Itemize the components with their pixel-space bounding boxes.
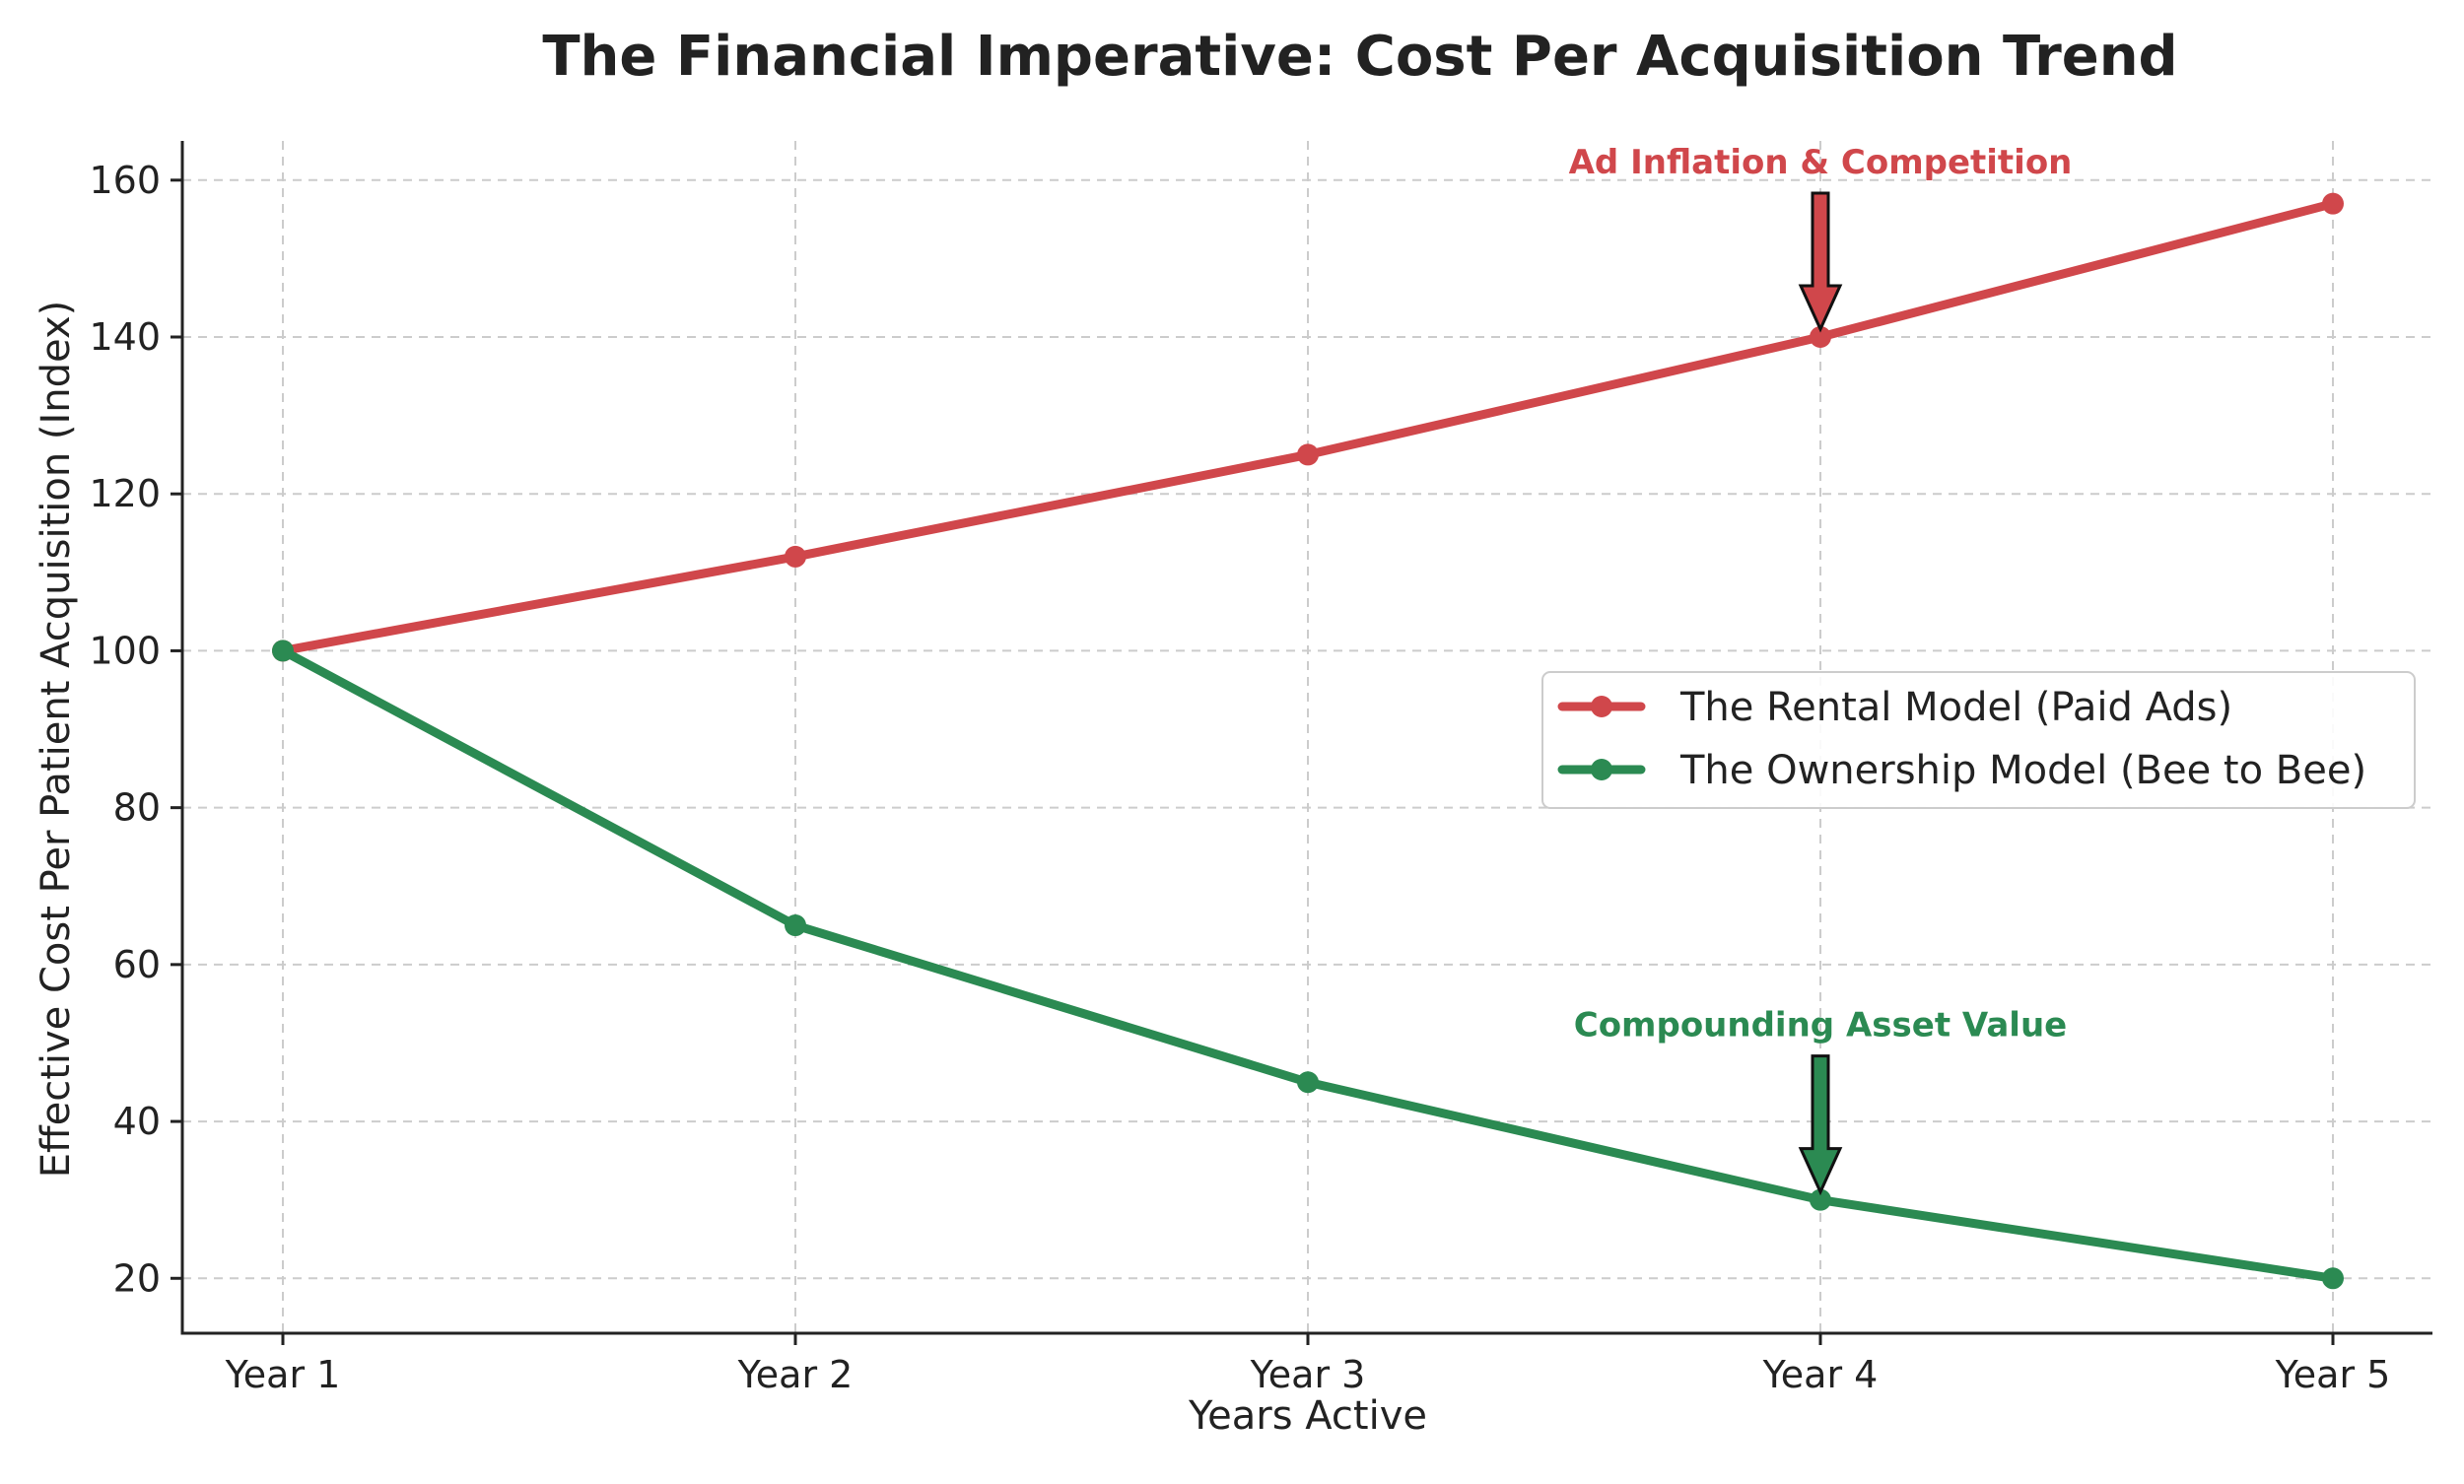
legend-entry-1: The Ownership Model (Bee to Bee) [1679, 748, 2366, 793]
x-axis-label: Years Active [1188, 1393, 1427, 1439]
series-0-point [2322, 192, 2344, 215]
series-0-point [1810, 326, 1831, 349]
series-1-point [2322, 1267, 2344, 1290]
y-tick-label: 20 [113, 1256, 161, 1300]
series-1-point [1810, 1188, 1831, 1211]
legend-swatch-marker-0 [1591, 696, 1612, 717]
series-1-point [272, 640, 294, 662]
series-0-point [785, 545, 806, 568]
y-tick-label: 100 [89, 629, 161, 672]
x-tick-label: Year 1 [225, 1353, 341, 1396]
y-axis-label: Effective Cost Per Patient Acquisition (… [34, 301, 79, 1178]
legend: The Rental Model (Paid Ads) The Ownership… [1541, 671, 2416, 809]
annotation-layer: Ad Inflation & Competition Compounding As… [1569, 143, 2073, 1196]
grid-layer [182, 141, 2432, 1333]
axes-layer [180, 141, 2432, 1335]
series-1-point [1297, 1071, 1319, 1094]
legend-box [1541, 671, 2416, 809]
series-layer [272, 192, 2344, 1290]
annotation-arrow-0 [1798, 191, 1843, 333]
ticks-layer: 20 40 60 80 100 120 140 160 Year 1 Year 2 Year 3 Ye… [89, 159, 2390, 1396]
legend-swatch-marker-1 [1591, 759, 1612, 780]
chart-title: The Financial Imperative: Cost Per Acqui… [542, 25, 2177, 89]
x-tick-label: Year 5 [2275, 1353, 2391, 1396]
series-0-point [1297, 443, 1319, 466]
annotation-text-0: Ad Inflation & Competition [1569, 143, 2073, 182]
y-tick-label: 60 [113, 943, 161, 986]
annotation-arrow-1 [1798, 1054, 1843, 1196]
x-tick-label: Year 3 [1250, 1353, 1366, 1396]
legend-entry-0: The Rental Model (Paid Ads) [1679, 685, 2232, 730]
y-tick-label: 40 [113, 1100, 161, 1143]
annotation-text-1: Compounding Asset Value [1574, 1006, 2067, 1046]
axis-spine [180, 141, 2432, 1335]
y-tick-label: 80 [113, 786, 161, 830]
x-tick-label: Year 2 [737, 1353, 854, 1396]
x-tick-label: Year 4 [1762, 1353, 1879, 1396]
y-tick-label: 120 [89, 472, 161, 515]
series-1-point [785, 914, 806, 937]
y-tick-label: 160 [89, 159, 161, 202]
y-tick-label: 140 [89, 315, 161, 359]
